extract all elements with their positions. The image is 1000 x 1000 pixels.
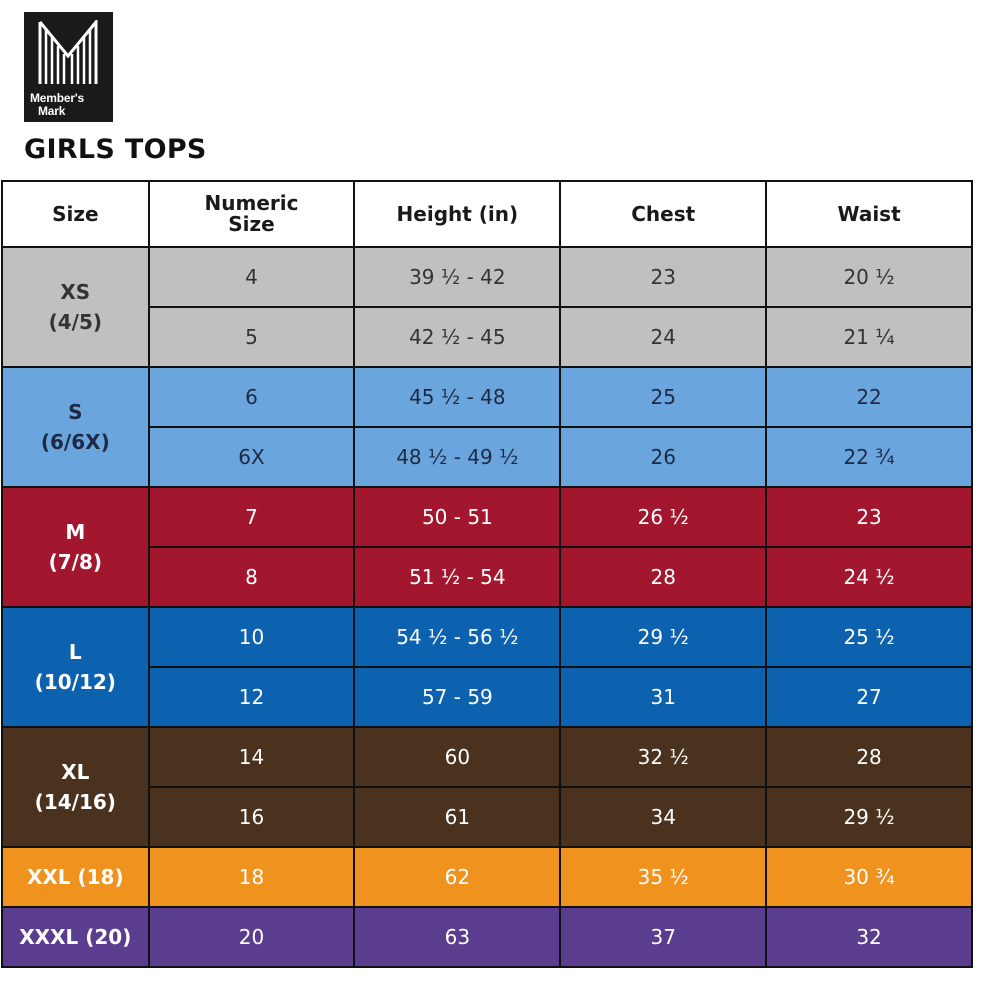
cell-chest: 32 ½ xyxy=(559,726,768,788)
cell-numeric-size: 8 xyxy=(147,546,356,608)
header-waist: Waist xyxy=(765,180,973,248)
cell-height: 50 - 51 xyxy=(353,486,562,548)
cell-chest: 25 xyxy=(559,366,768,428)
cell-waist: 29 ½ xyxy=(765,786,973,848)
table-row: XL (14/16) 14 60 32 ½ 28 xyxy=(1,726,973,848)
size-group-cell: M (7/8) xyxy=(1,486,150,608)
page-title: GIRLS TOPS xyxy=(24,134,207,165)
brand-line-1: Member's xyxy=(30,91,84,105)
cell-chest: 35 ½ xyxy=(559,846,768,908)
cell-numeric-size: 7 xyxy=(147,486,356,548)
cell-numeric-size: 6 xyxy=(147,366,356,428)
cell-height: 54 ½ - 56 ½ xyxy=(353,606,562,668)
cell-height: 63 xyxy=(353,906,562,968)
cell-numeric-size: 12 xyxy=(147,666,356,728)
brand-wordmark: Member's Mark xyxy=(24,92,113,118)
size-alt-label: (14/16) xyxy=(34,790,116,814)
table-row: 12 57 - 59 31 27 xyxy=(2,666,973,728)
m-monogram-icon xyxy=(38,20,98,84)
size-label: L xyxy=(68,640,82,664)
cell-waist: 25 ½ xyxy=(765,606,973,668)
size-group-cell: XXXL (20) xyxy=(1,906,150,968)
size-alt-label: (4/5) xyxy=(48,310,102,334)
cell-numeric-size: 20 xyxy=(147,906,356,968)
size-group-cell: XXL (18) xyxy=(1,846,150,908)
cell-chest: 28 xyxy=(559,546,768,608)
brand-logo: Member's Mark xyxy=(24,12,113,122)
size-group-cell: XS (4/5) xyxy=(1,246,150,368)
cell-numeric-size: 16 xyxy=(147,786,356,848)
cell-waist: 22 ¾ xyxy=(765,426,973,488)
size-label: XL xyxy=(61,760,90,784)
table-row: 5 42 ½ - 45 24 21 ¼ xyxy=(2,306,973,368)
size-label: XS xyxy=(60,280,91,304)
cell-height: 61 xyxy=(353,786,562,848)
table-row: 6X 48 ½ - 49 ½ 26 22 ¾ xyxy=(2,426,973,488)
cell-waist: 22 xyxy=(765,366,973,428)
cell-height: 45 ½ - 48 xyxy=(353,366,562,428)
cell-height: 57 - 59 xyxy=(353,666,562,728)
cell-height: 42 ½ - 45 xyxy=(353,306,562,368)
size-alt-label: (6/6X) xyxy=(40,430,110,454)
cell-chest: 24 xyxy=(559,306,768,368)
size-label: M xyxy=(65,520,86,544)
table-row: S (6/6X) 6 45 ½ - 48 25 22 xyxy=(1,366,973,488)
table-row: XS (4/5) 4 39 ½ - 42 23 20 ½ xyxy=(1,246,973,368)
table-row: XXXL (20) 20 63 37 32 xyxy=(1,906,973,968)
size-chart-table: Size Numeric Size Height (in) Chest Waist… xyxy=(1,180,973,968)
cell-waist: 23 xyxy=(765,486,973,548)
cell-chest: 23 xyxy=(559,246,768,308)
cell-numeric-size: 5 xyxy=(147,306,356,368)
header-row: Size Numeric Size Height (in) Chest Waist xyxy=(1,180,973,248)
cell-waist: 21 ¼ xyxy=(765,306,973,368)
cell-waist: 28 xyxy=(765,726,973,788)
header-numeric-size: Numeric Size xyxy=(147,180,356,248)
size-group-cell: S (6/6X) xyxy=(1,366,150,488)
brand-line-2: Mark xyxy=(38,104,66,118)
table-row: 16 61 34 29 ½ xyxy=(2,786,973,848)
size-alt-label: (7/8) xyxy=(48,550,102,574)
cell-numeric-size: 10 xyxy=(147,606,356,668)
cell-waist: 32 xyxy=(765,906,973,968)
cell-waist: 30 ¾ xyxy=(765,846,973,908)
table-row: L (10/12) 10 54 ½ - 56 ½ 29 ½ 25 ½ xyxy=(1,606,973,728)
table-row: M (7/8) 7 50 - 51 26 ½ 23 xyxy=(1,486,973,608)
size-group-cell: XL (14/16) xyxy=(1,726,150,848)
cell-chest: 34 xyxy=(559,786,768,848)
cell-numeric-size: 14 xyxy=(147,726,356,788)
cell-numeric-size: 4 xyxy=(147,246,356,308)
cell-chest: 31 xyxy=(559,666,768,728)
cell-height: 60 xyxy=(353,726,562,788)
cell-waist: 20 ½ xyxy=(765,246,973,308)
cell-height: 39 ½ - 42 xyxy=(353,246,562,308)
size-label: S xyxy=(68,400,83,424)
size-alt-label: (10/12) xyxy=(34,670,116,694)
cell-chest: 26 ½ xyxy=(559,486,768,548)
header-size: Size xyxy=(1,180,150,248)
table-row: XXL (18) 18 62 35 ½ 30 ¾ xyxy=(1,846,973,908)
table-row: 8 51 ½ - 54 28 24 ½ xyxy=(2,546,973,608)
header-height: Height (in) xyxy=(353,180,562,248)
cell-chest: 26 xyxy=(559,426,768,488)
header-numeric-size-label: Numeric Size xyxy=(204,191,299,236)
size-group-cell: L (10/12) xyxy=(1,606,150,728)
cell-chest: 37 xyxy=(559,906,768,968)
cell-chest: 29 ½ xyxy=(559,606,768,668)
header-chest: Chest xyxy=(559,180,768,248)
cell-waist: 24 ½ xyxy=(765,546,973,608)
cell-height: 62 xyxy=(353,846,562,908)
cell-numeric-size: 6X xyxy=(147,426,356,488)
size-label: XXL (18) xyxy=(26,865,124,889)
cell-height: 51 ½ - 54 xyxy=(353,546,562,608)
cell-height: 48 ½ - 49 ½ xyxy=(353,426,562,488)
cell-waist: 27 xyxy=(765,666,973,728)
cell-numeric-size: 18 xyxy=(147,846,356,908)
size-label: XXXL (20) xyxy=(19,925,132,949)
